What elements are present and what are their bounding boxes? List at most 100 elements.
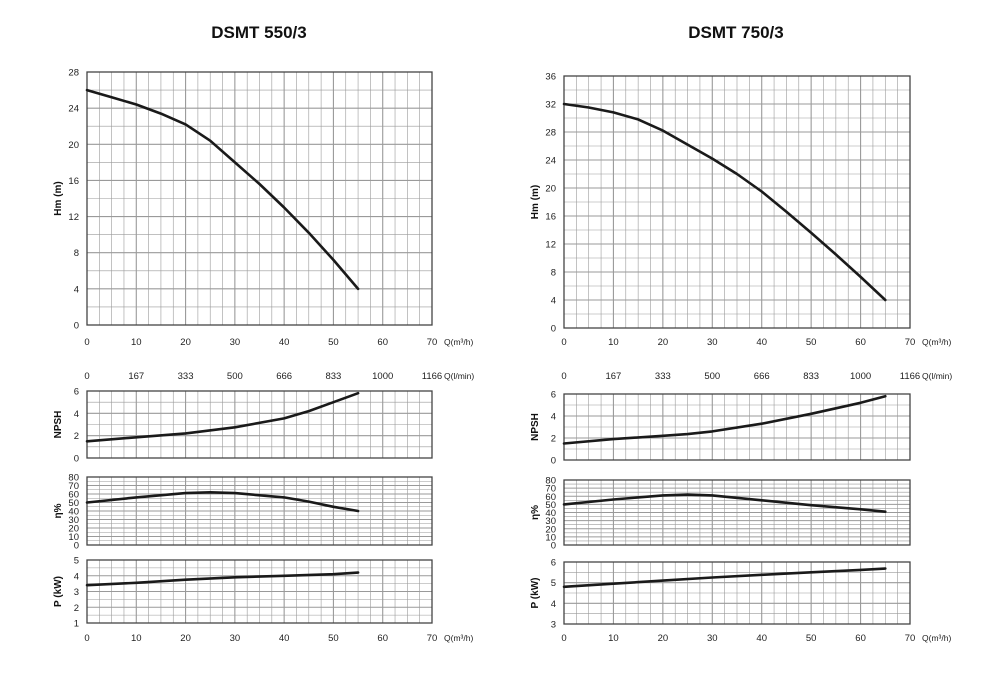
x-tick-m3h-bottom: 0 xyxy=(84,633,89,644)
x-tick-lmin: 666 xyxy=(276,371,292,382)
x-tick-lmin: 833 xyxy=(803,371,819,382)
efficiency-axis-label: η% xyxy=(530,505,541,520)
y-tick-label: 24 xyxy=(68,104,79,115)
x-tick-m3h: 40 xyxy=(756,337,767,348)
y-tick-label: 3 xyxy=(74,587,79,598)
x-tick-m3h-bottom: 50 xyxy=(328,633,339,644)
x-axis-unit-label: Q(m³/h) xyxy=(922,633,951,643)
x-tick-lmin: 1000 xyxy=(372,371,393,382)
x-tick-m3h-bottom: 40 xyxy=(279,633,290,644)
y-tick-label: 28 xyxy=(545,128,556,139)
y-tick-label: 16 xyxy=(68,176,79,187)
series-line xyxy=(85,491,360,513)
y-tick-label: 40 xyxy=(68,507,79,518)
x-tick-m3h-bottom: 30 xyxy=(707,633,718,644)
x-tick-m3h-bottom: 30 xyxy=(230,633,241,644)
y-tick-label: 70 xyxy=(545,484,556,495)
y-tick-label: 0 xyxy=(74,541,79,552)
y-tick-label: 4 xyxy=(551,412,556,423)
hm-axis-label: Hm (m) xyxy=(530,185,541,219)
x-tick-m3h-bottom: 50 xyxy=(806,633,817,644)
y-tick-label: 6 xyxy=(551,558,556,569)
x-tick-m3h: 20 xyxy=(180,337,191,348)
y-tick-label: 4 xyxy=(74,571,79,582)
x-tick-m3h-bottom: 0 xyxy=(561,633,566,644)
y-tick-label: 2 xyxy=(74,603,79,614)
y-tick-label: 3 xyxy=(551,620,556,631)
series-line xyxy=(562,567,887,589)
head-panel: 0 4 8 12 16 20 24 28 32 36 Hm (m) xyxy=(530,72,911,335)
x-tick-m3h-bottom: 60 xyxy=(855,633,866,644)
y-tick-label: 4 xyxy=(551,599,556,610)
y-tick-label: 80 xyxy=(545,476,556,487)
power-axis-label: P (kW) xyxy=(53,576,64,607)
plot-frame xyxy=(563,393,911,461)
y-tick-label: 10 xyxy=(545,532,556,543)
x-tick-lmin: 333 xyxy=(178,371,194,382)
x-tick-m3h: 40 xyxy=(279,337,290,348)
x-tick-m3h-bottom: 20 xyxy=(658,633,669,644)
series-line xyxy=(562,493,887,513)
plot-frame xyxy=(563,479,911,546)
y-tick-label: 30 xyxy=(68,515,79,526)
plot-frame xyxy=(86,390,433,459)
x-tick-lmin: 167 xyxy=(605,371,621,382)
x-tick-m3h: 0 xyxy=(561,337,566,348)
x-tick-m3h-bottom: 40 xyxy=(756,633,767,644)
x-tick-lmin: 167 xyxy=(128,371,144,382)
x-tick-lmin: 666 xyxy=(754,371,770,382)
y-tick-label: 32 xyxy=(545,100,556,111)
x-tick-lmin: 500 xyxy=(704,371,720,382)
x-tick-lmin: 1166 xyxy=(422,371,442,382)
y-tick-label: 0 xyxy=(74,321,79,332)
y-tick-label: 6 xyxy=(551,390,556,401)
x-axis-unit-label: Q(m³/h) xyxy=(444,633,473,643)
y-tick-label: 12 xyxy=(68,212,79,223)
x-tick-m3h: 50 xyxy=(328,337,339,348)
y-tick-label: 20 xyxy=(545,184,556,195)
x-tick-m3h: 30 xyxy=(230,337,241,348)
npsh-axis-label: NPSH xyxy=(53,411,64,439)
x-tick-m3h-bottom: 20 xyxy=(180,633,191,644)
x-tick-m3h: 0 xyxy=(84,337,89,348)
y-tick-label: 50 xyxy=(545,500,556,511)
y-tick-label: 0 xyxy=(74,454,79,465)
x-axis-unit-label: Q(l/min) xyxy=(922,371,952,381)
x-tick-m3h: 10 xyxy=(608,337,619,348)
plot-frame xyxy=(86,559,433,624)
y-tick-label: 36 xyxy=(545,72,556,83)
y-tick-label: 16 xyxy=(545,212,556,223)
y-tick-label: 20 xyxy=(68,524,79,535)
y-tick-label: 0 xyxy=(551,541,556,552)
x-tick-lmin: 1166 xyxy=(900,371,920,382)
x-tick-lmin: 500 xyxy=(227,371,243,382)
x-axis-unit-label: Q(m³/h) xyxy=(444,337,473,347)
y-tick-label: 60 xyxy=(68,490,79,501)
series-line xyxy=(562,394,887,445)
y-tick-label: 40 xyxy=(545,508,556,519)
y-tick-label: 60 xyxy=(545,492,556,503)
x-tick-m3h-bottom: 70 xyxy=(427,633,438,644)
x-axis-unit-label: Q(l/min) xyxy=(444,371,474,381)
npsh-panel: 0 2 4 6 NPSH xyxy=(53,387,433,465)
x-tick-lmin: 0 xyxy=(84,371,89,382)
y-tick-label: 2 xyxy=(551,434,556,445)
y-tick-label: 4 xyxy=(74,284,79,295)
y-tick-label: 4 xyxy=(551,296,556,307)
series-line xyxy=(85,571,360,587)
y-tick-label: 4 xyxy=(74,409,79,420)
plot-frame xyxy=(563,75,911,329)
y-tick-label: 2 xyxy=(74,431,79,442)
hm-axis-label: Hm (m) xyxy=(53,181,64,215)
y-tick-label: 70 xyxy=(68,481,79,492)
x-tick-m3h: 30 xyxy=(707,337,718,348)
y-tick-label: 20 xyxy=(68,140,79,151)
x-tick-lmin: 833 xyxy=(325,371,341,382)
power-axis-label: P (kW) xyxy=(530,578,541,609)
x-tick-m3h: 60 xyxy=(377,337,388,348)
plot-frame xyxy=(86,476,433,546)
